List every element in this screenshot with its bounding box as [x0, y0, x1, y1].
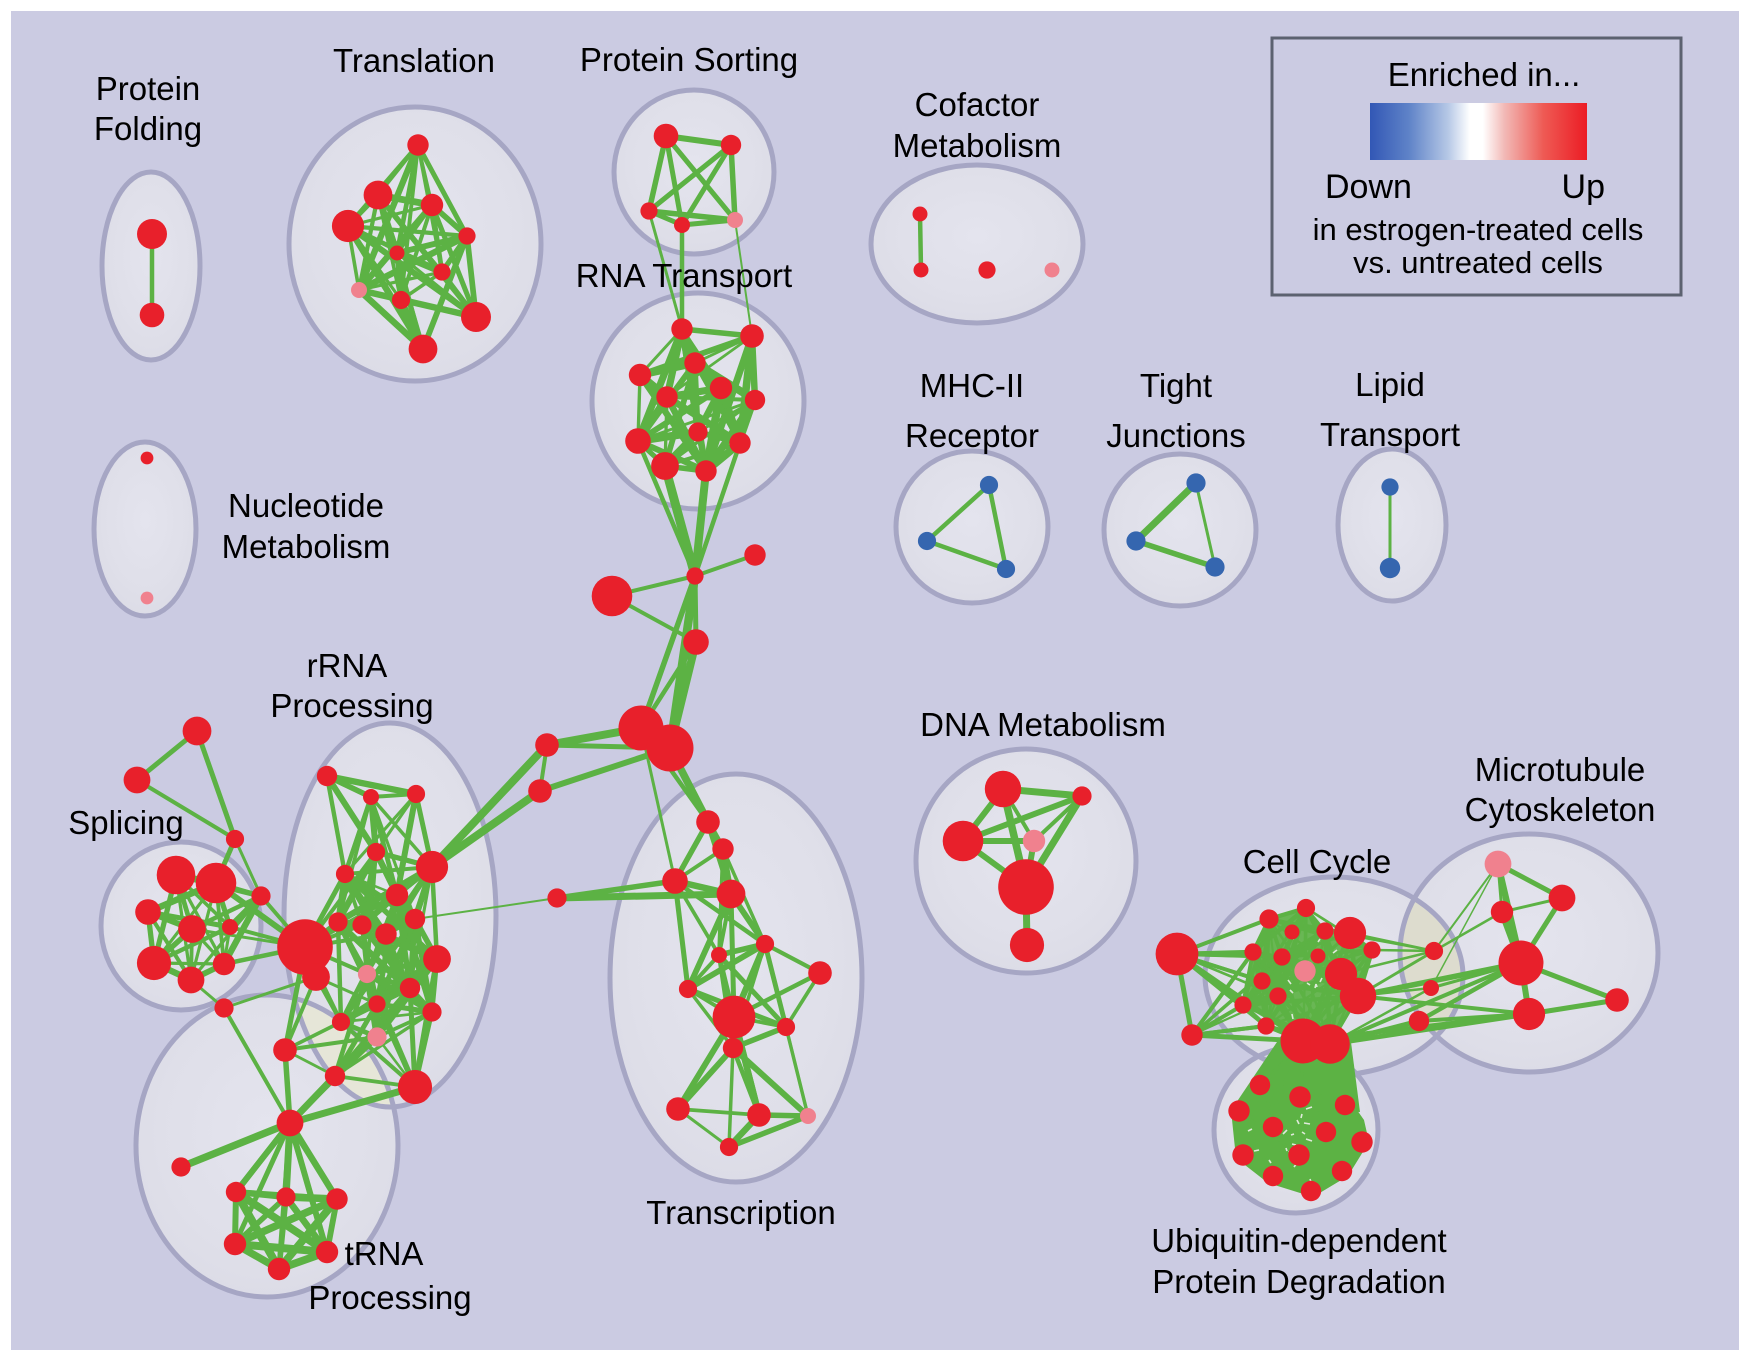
svg-text:Translation: Translation	[333, 42, 495, 79]
svg-text:Cytoskeleton: Cytoskeleton	[1465, 791, 1656, 828]
svg-text:Processing: Processing	[308, 1279, 471, 1316]
svg-text:Enriched in...: Enriched in...	[1388, 56, 1581, 93]
svg-text:Metabolism: Metabolism	[222, 528, 391, 565]
svg-text:RNA Transport: RNA Transport	[576, 257, 792, 294]
svg-text:rRNA: rRNA	[307, 647, 388, 684]
svg-text:Cell Cycle: Cell Cycle	[1243, 843, 1392, 880]
svg-text:Up: Up	[1562, 168, 1605, 206]
svg-text:MHC-II: MHC-II	[920, 367, 1024, 404]
svg-text:Metabolism: Metabolism	[893, 127, 1062, 164]
svg-text:tRNA: tRNA	[345, 1235, 424, 1272]
svg-text:Ubiquitin-dependent: Ubiquitin-dependent	[1151, 1222, 1446, 1259]
svg-text:Splicing: Splicing	[68, 804, 184, 841]
svg-text:Junctions: Junctions	[1106, 417, 1245, 454]
svg-text:Processing: Processing	[270, 687, 433, 724]
svg-text:Transcription: Transcription	[646, 1194, 836, 1231]
svg-text:Protein Degradation: Protein Degradation	[1152, 1263, 1446, 1300]
svg-text:Tight: Tight	[1140, 367, 1212, 404]
svg-text:Receptor: Receptor	[905, 417, 1039, 454]
svg-text:in estrogen-treated cells: in estrogen-treated cells	[1313, 212, 1644, 247]
svg-text:Folding: Folding	[94, 110, 202, 147]
svg-text:Nucleotide: Nucleotide	[228, 487, 384, 524]
svg-text:vs. untreated cells: vs. untreated cells	[1353, 245, 1603, 280]
svg-text:Protein: Protein	[96, 70, 201, 107]
svg-text:Lipid: Lipid	[1355, 366, 1425, 403]
svg-text:Protein Sorting: Protein Sorting	[580, 41, 798, 78]
svg-text:Transport: Transport	[1320, 416, 1460, 453]
svg-text:DNA Metabolism: DNA Metabolism	[920, 706, 1166, 743]
svg-text:Down: Down	[1325, 168, 1412, 206]
svg-text:Microtubule: Microtubule	[1475, 751, 1646, 788]
svg-text:Cofactor: Cofactor	[915, 86, 1040, 123]
